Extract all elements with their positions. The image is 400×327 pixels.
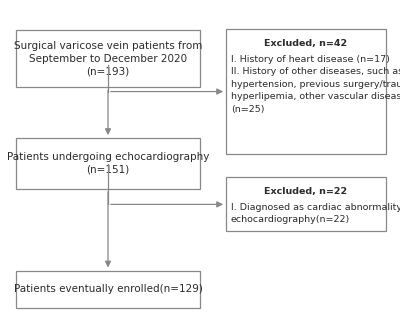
Text: (n=151): (n=151) (86, 165, 130, 175)
Text: Surgical varicose vein patients from: Surgical varicose vein patients from (14, 42, 202, 51)
Text: Excluded, n=42: Excluded, n=42 (264, 39, 348, 48)
Text: II. History of other diseases, such as: II. History of other diseases, such as (231, 67, 400, 77)
Text: echocardiography(n=22): echocardiography(n=22) (231, 215, 350, 224)
Text: Patients undergoing echocardiography: Patients undergoing echocardiography (7, 152, 209, 162)
FancyBboxPatch shape (16, 271, 200, 308)
Text: (n=25): (n=25) (231, 105, 264, 114)
FancyBboxPatch shape (16, 138, 200, 189)
FancyBboxPatch shape (226, 177, 386, 232)
Text: Patients eventually enrolled(n=129): Patients eventually enrolled(n=129) (14, 284, 202, 294)
Text: Excluded, n=22: Excluded, n=22 (264, 187, 348, 196)
Text: I. History of heart disease (n=17): I. History of heart disease (n=17) (231, 55, 390, 64)
Text: (n=193): (n=193) (86, 66, 130, 76)
Text: hyperlipemia, other vascular diseases, etc: hyperlipemia, other vascular diseases, e… (231, 92, 400, 101)
FancyBboxPatch shape (16, 30, 200, 88)
Text: September to December 2020: September to December 2020 (29, 54, 187, 64)
Text: I. Diagnosed as cardiac abnormality in our: I. Diagnosed as cardiac abnormality in o… (231, 203, 400, 212)
Text: hypertension, previous surgery/trauma,: hypertension, previous surgery/trauma, (231, 80, 400, 89)
FancyBboxPatch shape (226, 29, 386, 154)
